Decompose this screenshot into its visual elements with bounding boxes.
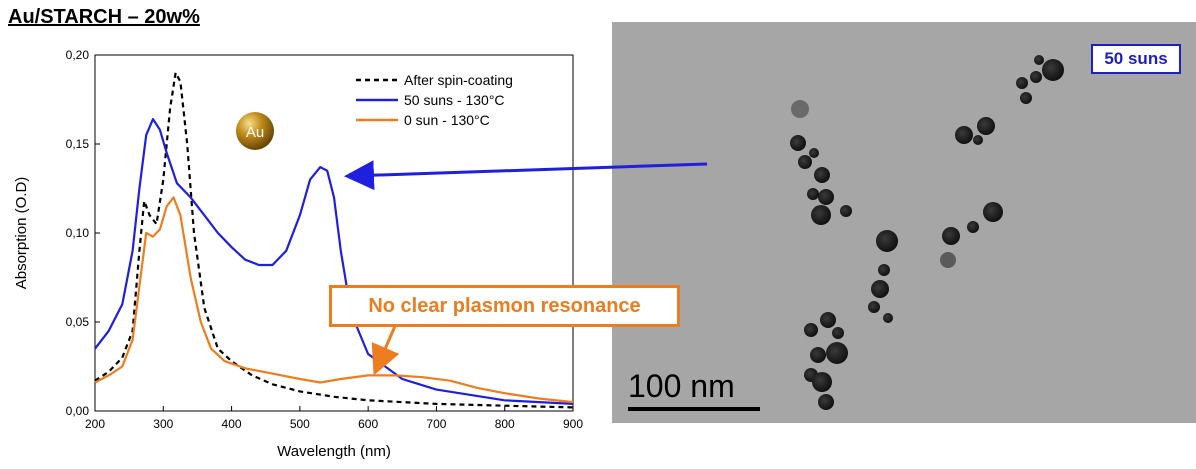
y-tick-label: 0,10 <box>66 226 90 240</box>
chart-series <box>94 71 574 409</box>
x-tick-label: 500 <box>290 417 310 431</box>
x-tick-label: 700 <box>426 417 446 431</box>
y-axis-label: Absorption (O.D) <box>13 177 30 290</box>
series-line-50-suns-130-c <box>94 118 574 405</box>
y-tick-label: 0,00 <box>66 404 90 418</box>
y-tick-label: 0,15 <box>66 137 90 151</box>
x-tick-label: 300 <box>153 417 173 431</box>
tem-micrograph <box>612 22 1196 423</box>
x-tick-label: 900 <box>563 417 583 431</box>
x-tick-label: 400 <box>222 417 242 431</box>
legend-label: After spin-coating <box>404 72 513 88</box>
figure-title: Au/STARCH – 20w% <box>8 6 200 28</box>
suns-badge: 50 suns <box>1091 44 1181 74</box>
series-line-after-spin-coating <box>94 71 574 409</box>
nanoparticle-image <box>790 55 1064 410</box>
legend-label: 50 suns - 130°C <box>404 92 505 108</box>
y-tick-label: 0,05 <box>66 315 90 329</box>
scale-bar <box>628 407 760 411</box>
x-tick-label: 800 <box>495 417 515 431</box>
au-label: Au <box>246 124 264 141</box>
absorption-chart: 200 300 400 500 600 700 800 900 0,00 0,05 0,10 0,15… <box>13 48 583 460</box>
x-axis-label: Wavelength (nm) <box>277 443 391 460</box>
x-tick-label: 600 <box>358 417 378 431</box>
y-tick-label: 0,20 <box>66 48 90 62</box>
scale-bar-label: 100 nm <box>628 368 735 404</box>
plot-frame <box>94 54 574 412</box>
annotation-box: No clear plasmon resonance <box>329 285 680 327</box>
au-particle-icon: Au <box>236 112 274 150</box>
chart-legend: After spin-coating 50 suns - 130°C 0 sun -… <box>356 72 513 128</box>
series-line-0-sun-130-c <box>94 196 574 404</box>
legend-label: 0 sun - 130°C <box>404 112 490 128</box>
chart-axes: 200 300 400 500 600 700 800 900 0,00 0,05 0,10 0,15… <box>13 48 583 460</box>
x-tick-label: 200 <box>85 417 105 431</box>
